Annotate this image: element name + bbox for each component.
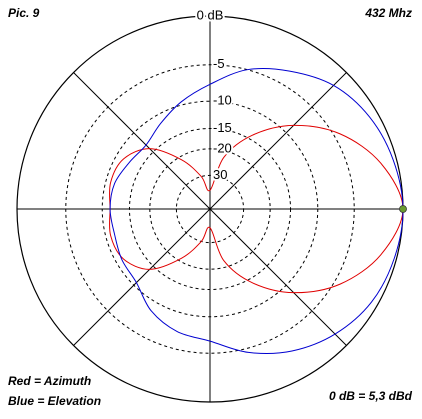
legend-entry: Blue = Elevation bbox=[8, 394, 101, 408]
r-tick-label: -20 bbox=[213, 140, 232, 155]
ring bbox=[101, 100, 319, 318]
r-tick-label: 0 dB bbox=[197, 7, 224, 22]
chart-title: Pic. 9 bbox=[8, 6, 40, 20]
ring bbox=[149, 148, 271, 270]
legend-entry: Red = Azimuth bbox=[8, 374, 91, 388]
r-tick-label: 30 bbox=[213, 167, 227, 182]
chart-subtitle: 432 Mhz bbox=[364, 6, 412, 20]
pattern-curve bbox=[109, 67, 404, 354]
grid bbox=[16, 15, 404, 403]
r-tick-label: -5 bbox=[213, 56, 225, 71]
spoke bbox=[73, 72, 347, 346]
r-tick-label: -15 bbox=[213, 120, 232, 135]
annotation: 0 dB = 5,3 dBd bbox=[329, 389, 413, 403]
feed-marker bbox=[399, 205, 407, 213]
ring bbox=[128, 127, 292, 291]
ring bbox=[65, 64, 355, 354]
ring bbox=[175, 174, 245, 244]
curves bbox=[108, 67, 407, 354]
labels: 0 dB -5 -10 -15 -20 30 bbox=[195, 5, 234, 183]
r-tick-label: -10 bbox=[213, 93, 232, 108]
